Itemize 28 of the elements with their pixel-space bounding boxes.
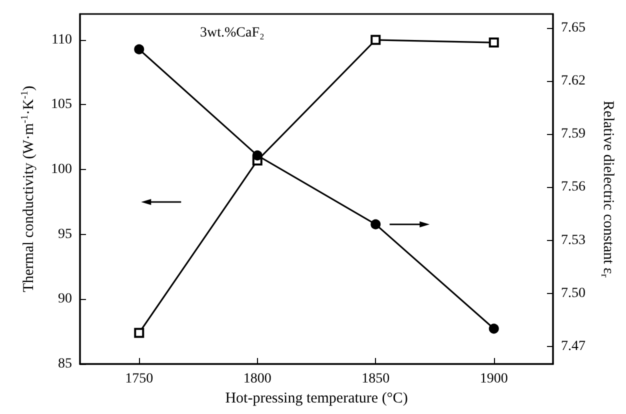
point [134, 328, 144, 338]
point [134, 44, 144, 54]
y-tick-label: 85 [58, 356, 72, 372]
y2-tick-label: 7.62 [561, 74, 586, 89]
x-axis-title: Hot-pressing temperature (°C) [225, 390, 408, 406]
y-tick-label: 100 [51, 162, 72, 178]
y2-tick-label: 7.47 [561, 338, 586, 354]
y2-tick-label: 7.65 [561, 20, 586, 36]
y-tick-label: 105 [51, 97, 72, 112]
y-tick-label: 110 [52, 32, 72, 48]
point [488, 38, 499, 48]
y-tick-label: 95 [58, 226, 72, 242]
y-tick-label: 90 [58, 292, 72, 307]
point [252, 150, 262, 160]
y2-tick-label: 7.53 [561, 232, 586, 248]
x-tick-label: 1850 [362, 372, 390, 386]
point [488, 324, 499, 334]
y-axis-title: Thermal conductivity (W·m-1·K-1) [20, 86, 37, 292]
y2-tick-label: 7.59 [561, 126, 586, 142]
y2-tick-label: 7.56 [561, 180, 586, 195]
x-tick-label: 1800 [243, 372, 272, 386]
annotation: 3wt.%CaF₂ [200, 26, 264, 40]
x-tick-label: 1750 [125, 372, 154, 386]
point [370, 219, 381, 230]
y2-axis-title: Relative dielectric constant εr [598, 100, 616, 278]
y2-tick-label: 7.50 [561, 286, 586, 301]
x-tick-label: 1900 [480, 372, 508, 386]
point [370, 34, 381, 45]
